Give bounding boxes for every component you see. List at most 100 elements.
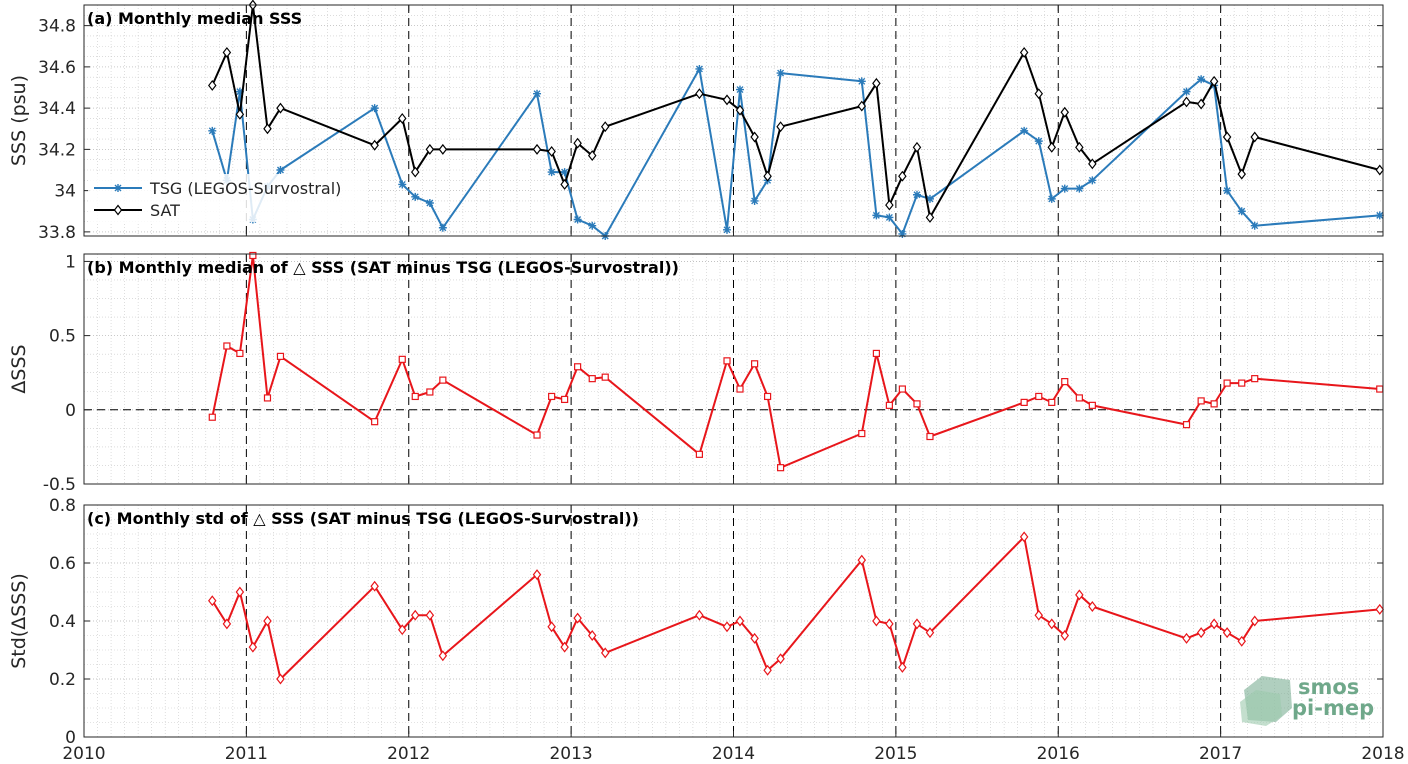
data-point	[547, 145, 556, 157]
logo-text-line2: pi-mep	[1292, 696, 1374, 720]
data-point	[1182, 87, 1191, 96]
data-point	[547, 168, 556, 177]
data-point	[735, 104, 745, 116]
data-point	[885, 213, 894, 222]
y-tick-label: 34	[54, 182, 76, 202]
data-point	[208, 126, 217, 135]
logo-text-line1: smos	[1298, 675, 1359, 699]
data-point	[1047, 194, 1056, 203]
data-point	[1237, 207, 1246, 216]
data-point	[370, 139, 379, 151]
data-point	[750, 131, 759, 143]
data-point	[1047, 141, 1057, 153]
x-tick-label: 2018	[1361, 744, 1404, 764]
data-point	[561, 395, 569, 404]
data-point	[248, 641, 258, 653]
data-point	[276, 352, 285, 360]
data-point	[439, 376, 447, 384]
y-tick-label: 0.8	[49, 496, 76, 516]
data-point	[533, 431, 541, 439]
series-0	[208, 251, 1384, 472]
data-point	[912, 618, 922, 630]
series-line	[211, 254, 1380, 469]
data-point	[276, 673, 285, 685]
data-point	[1182, 632, 1191, 644]
y-tick-label: 0	[65, 728, 76, 748]
x-tick-label: 2017	[1199, 744, 1242, 764]
data-point	[587, 630, 597, 641]
data-point	[1238, 379, 1246, 387]
data-point	[547, 621, 556, 633]
data-point	[371, 418, 379, 426]
data-point	[736, 385, 744, 393]
data-point	[695, 64, 704, 73]
data-point	[573, 215, 582, 224]
data-point	[1376, 385, 1384, 393]
data-point	[532, 569, 542, 581]
data-point	[1237, 168, 1246, 180]
data-point	[426, 388, 434, 396]
x-tick-label: 2012	[387, 744, 430, 764]
data-point	[735, 615, 745, 627]
data-point	[857, 100, 867, 112]
data-point	[1075, 394, 1083, 402]
data-point	[1223, 186, 1232, 195]
data-point	[723, 357, 731, 365]
data-point	[750, 196, 759, 205]
panel-a-median-sss: 33.8 34 34.2 34.4 34.6 34.8 SSS (psu) (a) Month…	[8, 0, 1385, 243]
data-point	[912, 190, 921, 199]
y-tick-label: 0.5	[49, 327, 76, 347]
legend-marker	[113, 204, 123, 216]
data-point	[588, 375, 596, 383]
logo-graphic-layer	[1240, 690, 1282, 726]
data-point	[397, 624, 407, 636]
series-0	[208, 531, 1385, 685]
data-point	[776, 464, 785, 472]
data-point	[1197, 397, 1205, 405]
data-point	[1251, 375, 1259, 383]
data-point	[425, 609, 435, 621]
legend-label: TSG (LEGOS-Survostral)	[149, 179, 341, 198]
data-point	[1237, 635, 1246, 647]
y-tick-label: 1	[65, 252, 76, 272]
y-axis-label: ΔSSS	[8, 344, 30, 393]
data-point	[695, 88, 704, 100]
y-tick-label: 34.2	[38, 140, 76, 160]
data-point	[857, 77, 866, 86]
data-point	[1061, 378, 1069, 386]
x-tick-label: 2013	[549, 744, 592, 764]
data-point	[411, 392, 419, 401]
data-point	[1210, 400, 1218, 408]
data-point	[1223, 379, 1231, 387]
x-tick-label: 2016	[1037, 744, 1080, 764]
data-point	[1034, 88, 1044, 100]
data-point	[1088, 158, 1097, 170]
data-point	[574, 363, 582, 371]
data-point	[776, 69, 785, 78]
data-point	[1020, 398, 1028, 406]
data-point	[208, 595, 217, 607]
data-point	[236, 349, 244, 358]
data-point	[1047, 618, 1057, 630]
data-point	[898, 385, 906, 393]
data-point	[249, 251, 257, 260]
data-point	[398, 355, 406, 363]
data-point	[411, 192, 420, 201]
data-point	[722, 621, 732, 633]
data-point	[410, 166, 420, 178]
data-point	[235, 87, 244, 96]
data-point	[410, 609, 420, 621]
series-line	[211, 535, 1380, 680]
smos-pi-mep-logo: smos pi-mep	[1240, 675, 1374, 726]
data-point	[1209, 618, 1219, 630]
data-point	[885, 401, 893, 409]
data-point	[1048, 398, 1056, 406]
data-point	[1088, 176, 1097, 185]
data-point	[425, 199, 434, 207]
data-point	[560, 178, 569, 190]
y-tick-label: 0	[65, 401, 76, 421]
data-point	[1088, 401, 1096, 409]
data-point	[1209, 75, 1219, 87]
data-point	[573, 137, 582, 149]
data-point	[438, 223, 447, 232]
